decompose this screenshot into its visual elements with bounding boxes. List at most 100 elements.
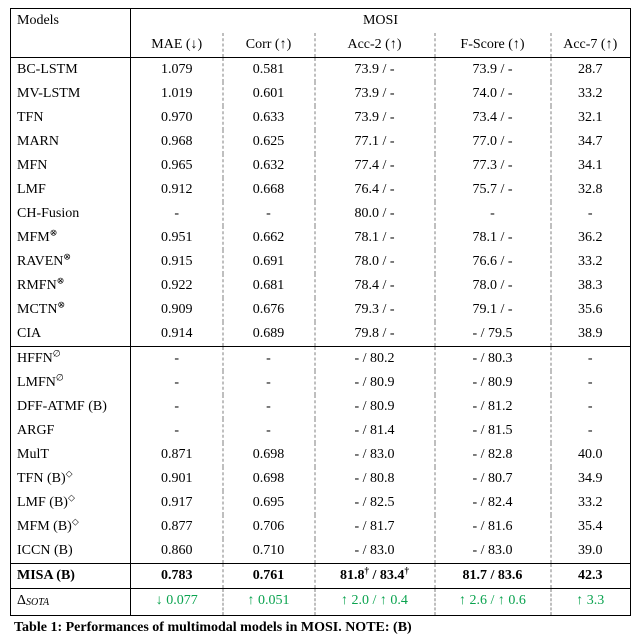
cell-mae: 0.968 — [131, 130, 223, 154]
table-row: MFN0.9650.63277.4 / -77.3 / -34.1 — [11, 154, 631, 178]
th-models: Models — [11, 9, 131, 58]
cell-corr: 0.581 — [223, 58, 315, 82]
cell-acc2: - / 81.4 — [315, 419, 435, 443]
model-name: ΔSOTA — [11, 589, 130, 615]
cell-corr: 0.698 — [223, 467, 315, 491]
table-row: ΔSOTA↓ 0.077↑ 0.051↑ 2.0 / ↑ 0.4↑ 2.6 / … — [11, 589, 631, 616]
cell-acc2: - / 80.9 — [315, 395, 435, 419]
cell-corr: 0.761 — [223, 564, 315, 588]
cell-acc2: 79.3 / - — [315, 298, 435, 322]
cell-corr: - — [223, 395, 315, 419]
cell-corr: - — [223, 419, 315, 443]
cell-fscore: 77.0 / - — [435, 130, 551, 154]
cell-acc7: 33.2 — [551, 491, 631, 515]
cell-mae: 0.783 — [131, 564, 223, 588]
cell-acc2: - / 81.7 — [315, 515, 435, 539]
cell-acc7: - — [551, 202, 631, 226]
cell-corr: 0.698 — [223, 443, 315, 467]
cell-mae: 0.970 — [131, 106, 223, 130]
cell-corr: 0.689 — [223, 322, 315, 346]
cell-acc7: - — [551, 371, 631, 395]
cell-corr: 0.681 — [223, 274, 315, 298]
cell-fscore: - / 79.5 — [435, 322, 551, 346]
cell-acc7: 34.7 — [551, 130, 631, 154]
model-name: HFFN∅ — [11, 347, 130, 371]
cell-corr: 0.632 — [223, 154, 315, 178]
cell-corr: 0.633 — [223, 106, 315, 130]
cell-acc2: - / 83.0 — [315, 539, 435, 563]
table-row: DFF-ATMF (B)--- / 80.9- / 81.2- — [11, 395, 631, 419]
cell-mae: 0.915 — [131, 250, 223, 274]
cell-fscore: - / 83.0 — [435, 539, 551, 563]
table-row: LMFN∅--- / 80.9- / 80.9- — [11, 371, 631, 395]
cell-mae: 0.922 — [131, 274, 223, 298]
cell-acc7: 33.2 — [551, 250, 631, 274]
model-name: ARGF — [11, 419, 130, 443]
cell-acc7: - — [551, 347, 631, 371]
table-row: MV-LSTM1.0190.60173.9 / -74.0 / -33.2 — [11, 82, 631, 106]
model-name: MFM (B)◇ — [11, 515, 130, 539]
cell-fscore: - — [435, 202, 551, 226]
cell-acc7: 34.1 — [551, 154, 631, 178]
cell-acc7: 32.1 — [551, 106, 631, 130]
model-name: LMFN∅ — [11, 371, 130, 395]
table-row: BC-LSTM1.0790.58173.9 / -73.9 / -28.7 — [11, 58, 631, 83]
cell-acc2: 77.1 / - — [315, 130, 435, 154]
cell-acc2: 76.4 / - — [315, 178, 435, 202]
model-name: MFM⊗ — [11, 226, 130, 250]
th-acc7: Acc-7 (↑) — [551, 33, 631, 58]
model-name: LMF — [11, 178, 130, 202]
table-row: MARN0.9680.62577.1 / -77.0 / -34.7 — [11, 130, 631, 154]
cell-fscore: 74.0 / - — [435, 82, 551, 106]
cell-acc2: - / 82.5 — [315, 491, 435, 515]
cell-fscore: - / 82.8 — [435, 443, 551, 467]
cell-mae: ↓ 0.077 — [131, 589, 223, 615]
table-row: HFFN∅--- / 80.2- / 80.3- — [11, 347, 631, 372]
cell-acc7: 28.7 — [551, 58, 631, 82]
cell-acc2: 81.8† / 83.4† — [315, 564, 435, 588]
cell-mae: - — [131, 395, 223, 419]
cell-acc2: 73.9 / - — [315, 58, 435, 82]
cell-mae: - — [131, 202, 223, 226]
cell-fscore: - / 80.7 — [435, 467, 551, 491]
table-row: TFN (B)◇0.9010.698- / 80.8- / 80.734.9 — [11, 467, 631, 491]
model-name: MFN — [11, 154, 130, 178]
cell-acc7: ↑ 3.3 — [551, 589, 631, 615]
cell-acc7: 33.2 — [551, 82, 631, 106]
model-name: MulT — [11, 443, 130, 467]
cell-acc2: - / 80.8 — [315, 467, 435, 491]
cell-mae: 1.019 — [131, 82, 223, 106]
cell-acc7: 42.3 — [551, 564, 631, 588]
cell-acc2: - / 80.2 — [315, 347, 435, 371]
cell-fscore: 73.9 / - — [435, 58, 551, 82]
cell-fscore: 78.0 / - — [435, 274, 551, 298]
cell-fscore: 75.7 / - — [435, 178, 551, 202]
cell-acc7: 35.6 — [551, 298, 631, 322]
cell-mae: 0.912 — [131, 178, 223, 202]
cell-acc2: - / 83.0 — [315, 443, 435, 467]
model-name: LMF (B)◇ — [11, 491, 130, 515]
cell-mae: 0.965 — [131, 154, 223, 178]
cell-fscore: ↑ 2.6 / ↑ 0.6 — [435, 589, 551, 615]
model-name: BC-LSTM — [11, 58, 130, 82]
th-fscore: F-Score (↑) — [435, 33, 551, 58]
cell-mae: - — [131, 419, 223, 443]
model-name: MV-LSTM — [11, 82, 130, 106]
cell-acc2: 73.9 / - — [315, 82, 435, 106]
cell-acc7: 40.0 — [551, 443, 631, 467]
model-name: CIA — [11, 322, 130, 346]
cell-corr: 0.706 — [223, 515, 315, 539]
table-row: MCTN⊗0.9090.67679.3 / -79.1 / -35.6 — [11, 298, 631, 322]
table-caption: Table 1: Performances of multimodal mode… — [10, 620, 630, 636]
cell-corr: 0.625 — [223, 130, 315, 154]
table-row: ICCN (B)0.8600.710- / 83.0- / 83.039.0 — [11, 539, 631, 564]
table-row: MFM (B)◇0.8770.706- / 81.7- / 81.635.4 — [11, 515, 631, 539]
cell-corr: 0.676 — [223, 298, 315, 322]
cell-mae: 0.951 — [131, 226, 223, 250]
cell-mae: 0.901 — [131, 467, 223, 491]
cell-fscore: 78.1 / - — [435, 226, 551, 250]
cell-acc2: 77.4 / - — [315, 154, 435, 178]
cell-corr: - — [223, 347, 315, 371]
model-name: TFN (B)◇ — [11, 467, 130, 491]
cell-corr: 0.695 — [223, 491, 315, 515]
